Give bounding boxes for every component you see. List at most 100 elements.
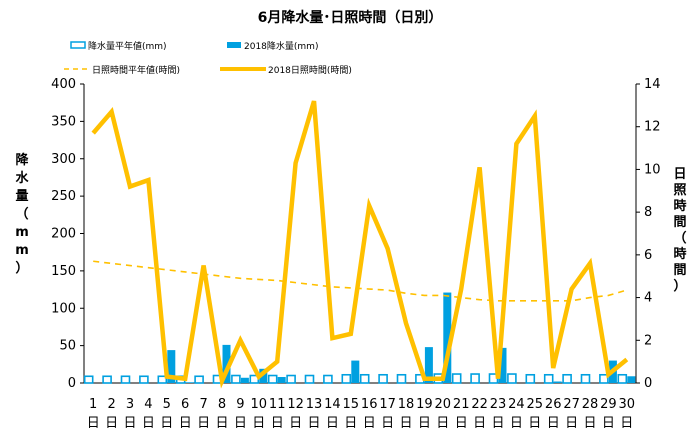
- x-tick-label: 10: [251, 397, 268, 412]
- x-tick-label: 1: [89, 397, 97, 412]
- y-axis-left-ticks: 0 50 100 150 200 250 300 350 400: [51, 77, 84, 391]
- y-left-tick-label: 200: [51, 227, 76, 242]
- y-right-label-char: 間: [673, 215, 686, 230]
- 2018-precip-bar: [498, 347, 507, 383]
- normal-precip-bar: [341, 373, 352, 384]
- normal-precip-bar: [231, 374, 241, 384]
- x-tick-day-suffix: 日: [602, 416, 615, 431]
- x-tick-label: 25: [527, 397, 544, 412]
- y-left-tick-label: 50: [59, 339, 76, 354]
- y-right-tick-label: 4: [644, 291, 652, 306]
- x-tick-label: 12: [287, 397, 304, 412]
- legend-label-normal-sunshine: 日照時間平年値(時間): [92, 64, 180, 76]
- y-left-tick-label: 150: [51, 264, 76, 279]
- x-tick-label: 8: [218, 397, 226, 412]
- x-tick-label: 26: [545, 397, 562, 412]
- x-tick-day-suffix: 日: [363, 416, 376, 431]
- x-tick-day-suffix: 日: [583, 416, 596, 431]
- y-right-label-char: 日: [673, 167, 686, 182]
- normal-precip-bar: [359, 373, 370, 384]
- x-tick-day-suffix: 日: [215, 416, 228, 431]
- y-axis-right-ticks: 0 2 4 6 8 10 12 14: [636, 77, 661, 391]
- y-left-label-char: ）: [15, 260, 28, 276]
- x-tick-label: 6: [181, 397, 189, 412]
- x-tick-label: 28: [582, 397, 599, 412]
- x-tick-label: 5: [163, 397, 171, 412]
- x-tick-label: 16: [361, 397, 378, 412]
- x-tick-label: 15: [343, 397, 360, 412]
- normal-precip-bar: [451, 373, 462, 384]
- x-tick-day-suffix: 日: [436, 416, 449, 431]
- 2018-precip-bar: [185, 382, 194, 383]
- y-right-tick-label: 8: [644, 205, 652, 220]
- normal-precip-bar: [543, 373, 554, 384]
- normal-precip-bar: [286, 374, 296, 384]
- x-tick-day-suffix: 日: [565, 416, 578, 431]
- x-tick-day-suffix: 日: [179, 416, 192, 431]
- y-right-label-char: 時: [673, 246, 686, 262]
- y-left-tick-label: 400: [51, 77, 76, 92]
- x-tick-day-suffix: 日: [123, 416, 136, 431]
- x-tick-label: 18: [398, 397, 415, 412]
- legend-label-normal-precipitation: 降水量平年値(mm): [88, 40, 167, 52]
- 2018-sunshine-polyline: [91, 100, 629, 389]
- x-tick-label: 21: [453, 397, 470, 412]
- legend-label-2018-precipitation: 2018降水量(mm): [244, 40, 318, 52]
- x-tick-day-suffix: 日: [381, 416, 394, 431]
- y-right-tick-label: 14: [644, 77, 661, 92]
- normal-precip-bar: [396, 373, 407, 384]
- y-left-tick-label: 250: [51, 189, 76, 204]
- x-tick-day-suffix: 日: [510, 416, 523, 431]
- y-right-label-char: （: [673, 230, 686, 246]
- x-tick-day-suffix: 日: [142, 416, 155, 431]
- normal-precip-bar: [323, 374, 333, 384]
- 2018-precip-bar: [443, 292, 452, 383]
- x-tick-label: 14: [324, 397, 341, 412]
- x-tick-label: 13: [306, 397, 323, 412]
- x-tick-day-suffix: 日: [197, 416, 210, 431]
- x-tick-label: 27: [563, 397, 580, 412]
- x-tick-label: 17: [379, 397, 396, 412]
- 2018-precip-bar: [553, 381, 562, 383]
- normal-precip-bar: [378, 373, 388, 384]
- y-right-tick-label: 10: [644, 162, 661, 177]
- normal-precip-bar: [304, 374, 315, 384]
- legend-swatch-normal-precipitation: [70, 41, 86, 49]
- 2018-precip-bar: [240, 377, 249, 383]
- chart-title: 6月降水量･日照時間（日別）: [258, 9, 443, 26]
- x-tick-day-suffix: 日: [160, 416, 173, 431]
- y-right-tick-label: 2: [644, 333, 652, 348]
- y-right-tick-label: 6: [644, 248, 652, 263]
- normal-precip-bar: [525, 373, 536, 384]
- y-right-label-char: 間: [673, 263, 686, 278]
- normal-precip-bar: [599, 373, 609, 384]
- x-tick-label: 7: [199, 397, 207, 412]
- x-tick-day-suffix: 日: [455, 416, 468, 431]
- legend: 降水量平年値(mm) 2018降水量(mm) 日照時間平年値(時間) 2018日…: [64, 40, 352, 76]
- 2018-precip-bar: [259, 368, 268, 383]
- 2018-precip-bar: [167, 350, 176, 383]
- y-axis-left-label: 降水量 （ mm ）: [15, 152, 29, 276]
- y-axis-right-label: 日照時間（時間）: [673, 167, 686, 294]
- y-left-tick-label: 100: [51, 301, 76, 316]
- x-tick-day-suffix: 日: [234, 416, 247, 431]
- x-tick-label: 9: [236, 397, 244, 412]
- legend-swatch-2018-precipitation: [227, 42, 241, 48]
- y-right-label-char: ）: [673, 278, 686, 294]
- x-tick-label: 4: [144, 397, 152, 412]
- x-tick-day-suffix: 日: [473, 416, 486, 431]
- y-left-label-char: 量: [15, 189, 28, 204]
- y-left-label-char: m: [15, 243, 29, 258]
- x-tick-day-suffix: 日: [491, 416, 504, 431]
- x-tick-label: 2: [107, 397, 115, 412]
- x-tick-label: 24: [508, 397, 525, 412]
- normal-precip-bar: [102, 375, 112, 384]
- x-tick-label: 11: [269, 397, 286, 412]
- normal-sunshine-polyline: [93, 260, 628, 302]
- x-axis-ticks: 1日2日3日4日5日6日7日8日9日10日11日12日13日14日15日16日1…: [87, 397, 635, 431]
- x-tick-day-suffix: 日: [547, 416, 560, 431]
- x-tick-day-suffix: 日: [87, 416, 100, 431]
- normal-precip-bar: [562, 373, 572, 384]
- normal-precip-bar: [120, 375, 131, 384]
- x-tick-day-suffix: 日: [271, 416, 284, 431]
